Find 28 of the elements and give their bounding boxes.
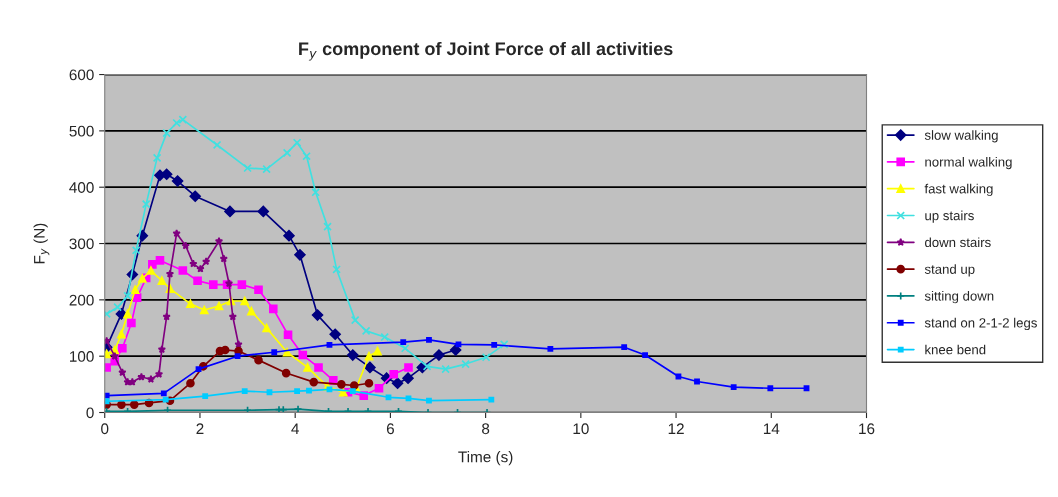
x-tick-label: 16 [859, 423, 875, 435]
x-tick-label: 0 [101, 423, 109, 435]
legend-label: slow walking [924, 130, 998, 143]
legend-label: normal walking [925, 156, 1012, 170]
x-tick-label: 8 [482, 423, 490, 435]
y-tick-label: 500 [69, 125, 94, 137]
legend-label: stand up [924, 264, 975, 277]
x-tick-label: 4 [291, 423, 299, 434]
y-tick-label: 0 [86, 407, 94, 419]
legend-label: down stairs [925, 237, 991, 248]
x-tick-label: 10 [573, 423, 589, 435]
legend-label: up stairs [925, 210, 974, 223]
chart-title: F$_{y}$ component of Joint Force of all activities [299, 41, 673, 61]
y-tick-label: 100 [70, 351, 94, 362]
legend-label: knee bend [925, 344, 986, 355]
y-tick-label: 600 [69, 69, 94, 81]
x-axis-title: Time (s) [458, 451, 513, 466]
y-tick-label: 400 [69, 182, 94, 193]
x-tick-label: 12 [668, 423, 684, 434]
y-tick-label: 200 [69, 294, 94, 306]
x-tick-label: 2 [196, 423, 204, 434]
x-tick-label: 14 [763, 423, 780, 434]
legend-label: stand on 2-1-2 legs [924, 317, 1037, 331]
legend-label: sitting down [924, 291, 994, 304]
x-tick-label: 6 [386, 423, 394, 435]
y-axis-title: F$_{y}$ (N) [33, 223, 50, 264]
y-tick-label: 300 [69, 238, 94, 250]
legend-label: fast walking [924, 183, 993, 197]
